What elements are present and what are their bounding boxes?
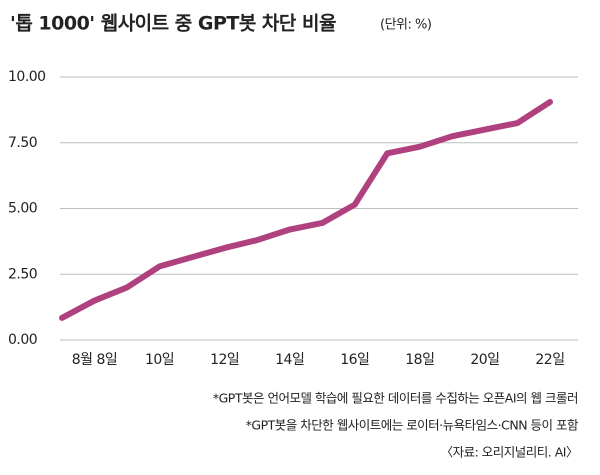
x-tick-label: 18일 — [405, 352, 434, 368]
x-tick-label: 8월 8일 — [72, 352, 118, 368]
x-tick-label: 16일 — [340, 352, 369, 368]
y-tick-label: 7.50 — [8, 135, 37, 151]
x-tick-label: 10일 — [145, 352, 174, 368]
footnote: *GPT봇을 차단한 웹사이트에는 로이터·뉴욕타임스·CNN 등이 포함 — [246, 418, 579, 433]
chart-title: '톱 1000' 웹사이트 중 GPT봇 차단 비율 — [10, 13, 336, 35]
y-tick-label: 10.00 — [8, 69, 46, 85]
y-tick-label: 2.50 — [8, 266, 37, 282]
x-tick-label: 12일 — [210, 352, 239, 368]
y-tick-label: 0.00 — [8, 332, 37, 348]
x-tick-label: 14일 — [275, 352, 304, 368]
data-line — [59, 98, 553, 321]
source: 〈자료: 오리지널리티. AI〉 — [441, 445, 578, 460]
y-tick-label: 5.00 — [8, 201, 37, 217]
footnote: *GPT봇은 언어모델 학습에 필요한 데이터를 수집하는 오픈AI의 웹 크롤… — [213, 391, 578, 406]
x-tick-label: 20일 — [470, 352, 499, 368]
chart-subtitle: (단위: %) — [380, 18, 431, 33]
x-tick-label: 22일 — [535, 352, 564, 368]
